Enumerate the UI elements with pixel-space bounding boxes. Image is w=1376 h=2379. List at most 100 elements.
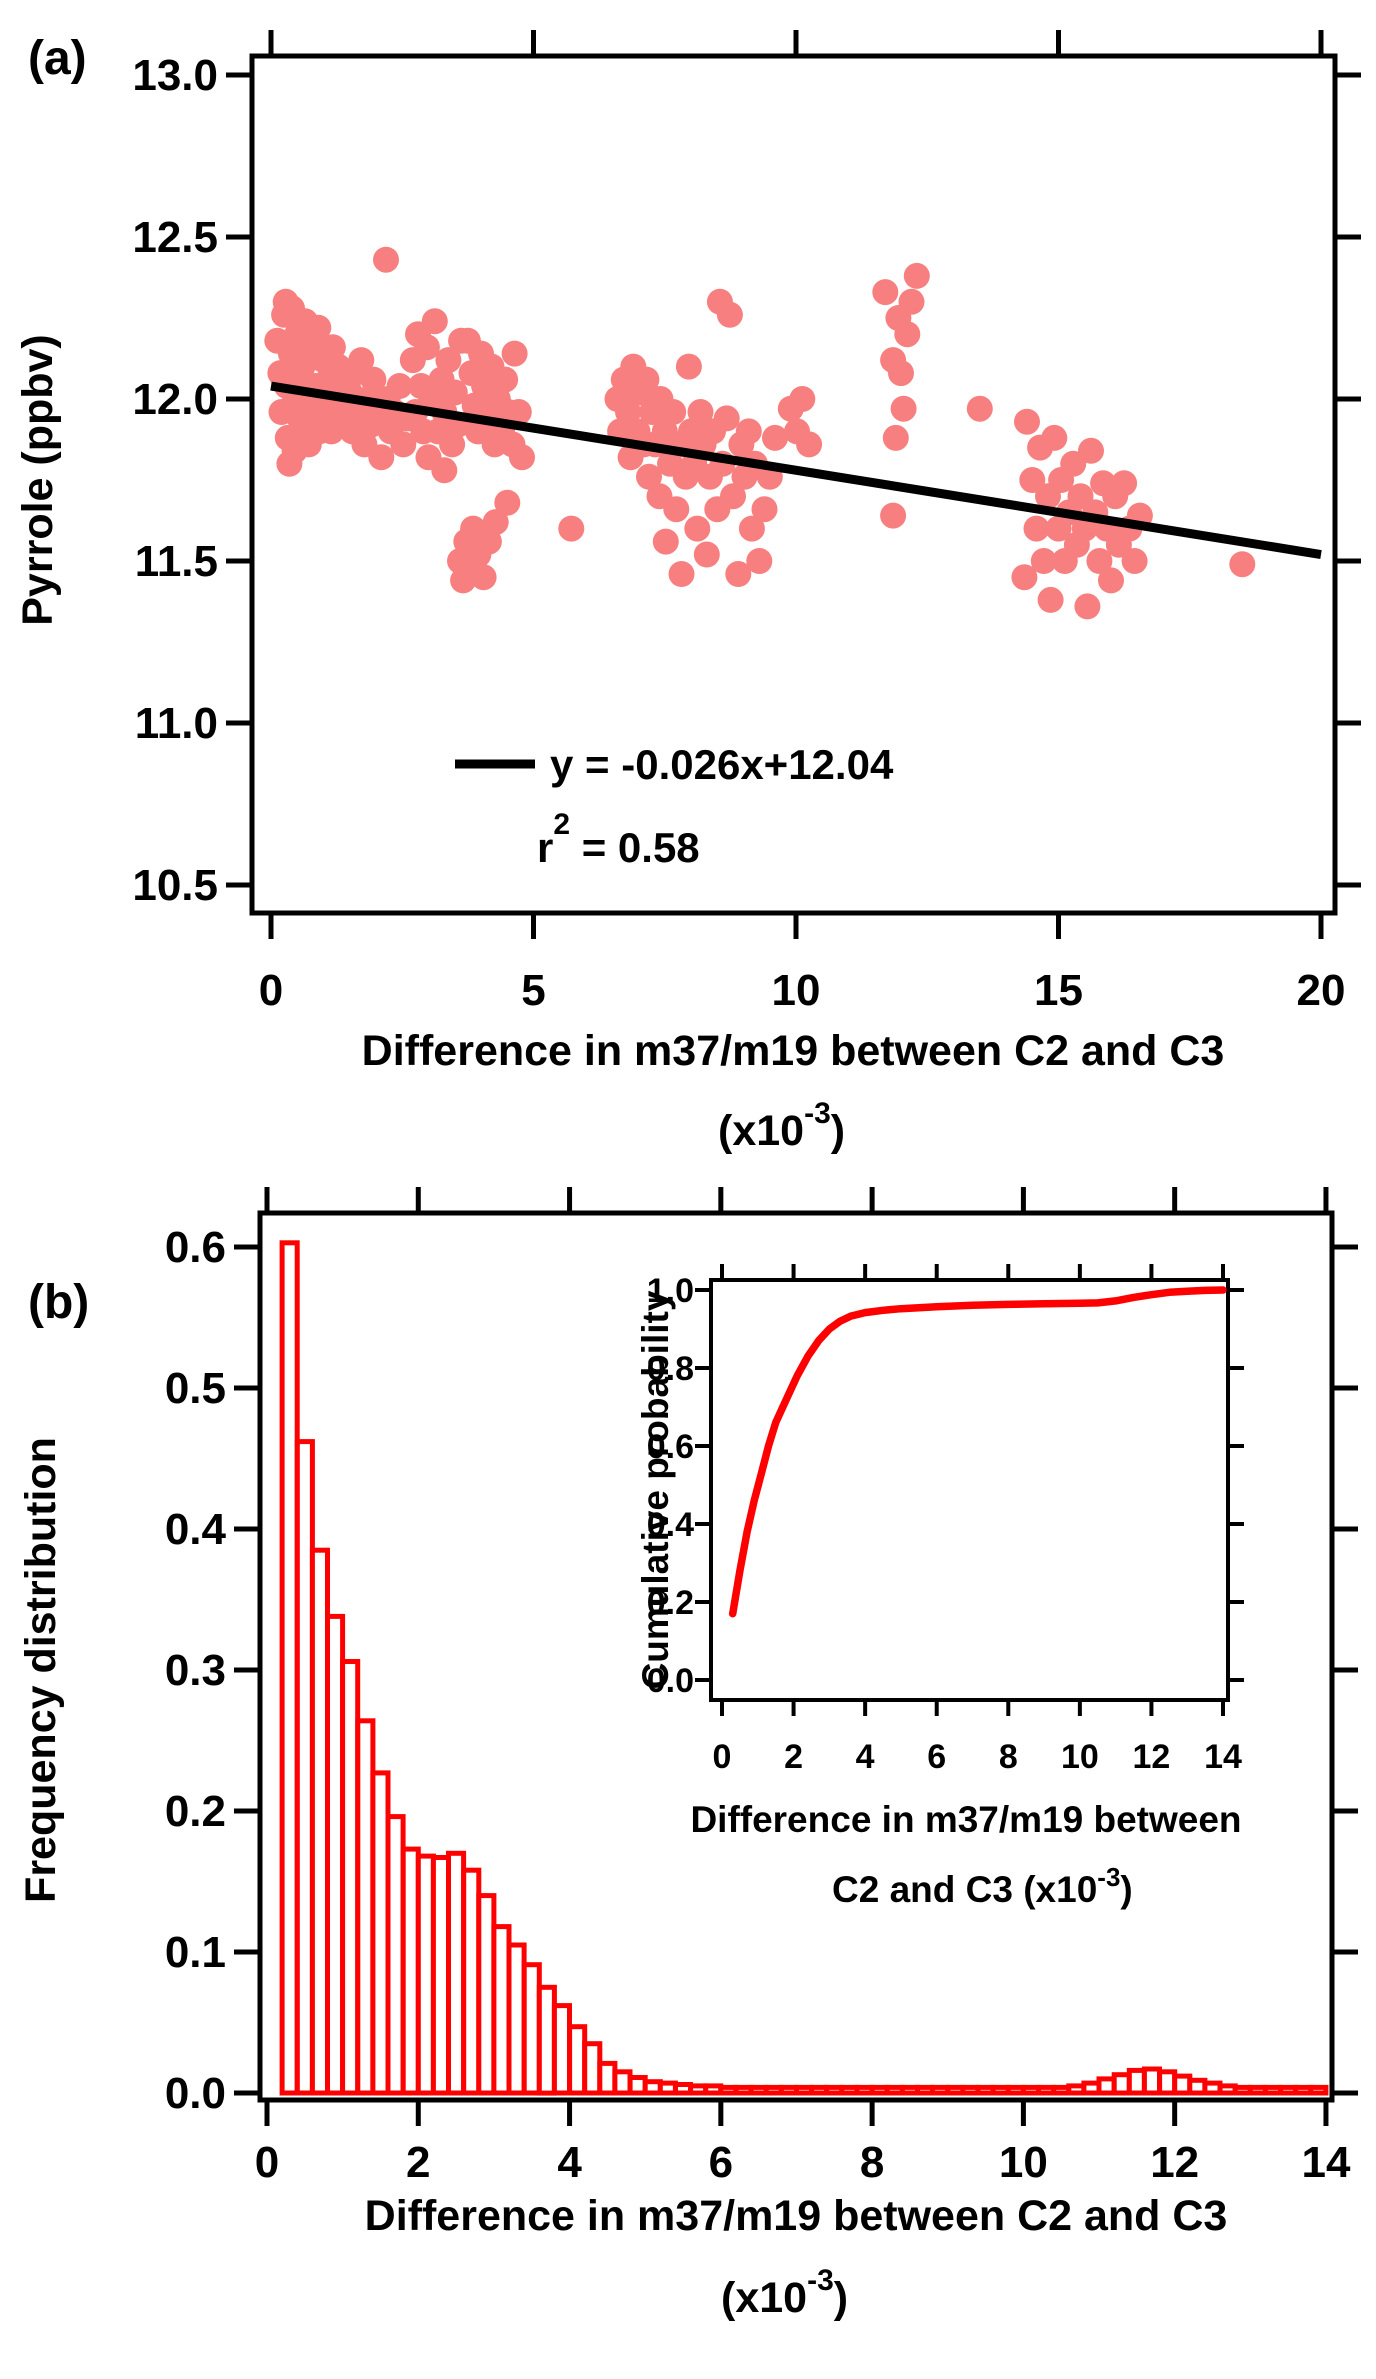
scatter-point — [762, 424, 788, 451]
scatter-point — [615, 399, 641, 425]
scatter-point — [633, 366, 660, 393]
inset-y-tick-label: 1.0 — [647, 1272, 694, 1310]
panel-a-x-tick-label: 20 — [1297, 966, 1346, 1015]
scatter-point — [305, 314, 332, 341]
panel-b-x-tick-label: 6 — [709, 2138, 733, 2187]
scatter-point — [509, 444, 535, 471]
scatter-point — [652, 528, 679, 555]
panel-b-tick-labels: 0 2 4 6 8 10 12 14 0.0 0.1 0.2 0.3 0.4 0.5 0.6 — [165, 1223, 1351, 2187]
scatter-point — [439, 431, 466, 458]
inset-y-tick-label: 0.2 — [647, 1584, 694, 1622]
scatter-point — [482, 509, 509, 536]
inset-x-tick-label: 0 — [713, 1738, 732, 1776]
inset-x-tick-label: 4 — [856, 1738, 875, 1776]
panel-a-tick-labels: 0 5 10 15 20 10.5 11.0 11.5 12.0 12.5 13.0 — [132, 51, 1345, 1015]
panel-b-y-tick-label: 0.3 — [165, 1646, 226, 1695]
panel-a-x-tick-label: 0 — [259, 966, 283, 1015]
scatter-point — [636, 463, 662, 490]
inset-y-tick-label: 0.6 — [647, 1428, 694, 1466]
panel-a-y-tick-label: 11.5 — [135, 537, 218, 586]
scatter-point — [276, 450, 303, 477]
scatter-point — [368, 444, 395, 471]
scatter-point — [693, 541, 720, 568]
inset-frame — [709, 1278, 1230, 1702]
panel-b-x-tick-label: 4 — [557, 2138, 582, 2187]
scatter-points — [264, 246, 1256, 620]
scatter-point — [898, 288, 925, 315]
scatter-point — [894, 321, 921, 348]
scatter-point — [720, 483, 746, 510]
panel-b-plot: 0 2 4 6 8 10 12 14 0.0 0.1 0.2 0.3 0.4 0.5 0.6 — [165, 1187, 1358, 2187]
scatter-point — [1019, 467, 1046, 493]
scatter-point — [882, 424, 909, 451]
scatter-point — [413, 334, 440, 361]
scatter-point — [360, 366, 387, 393]
scatter-point — [872, 279, 899, 306]
panel-b-frame — [257, 1210, 1335, 2103]
panel-a-plot: 0 5 10 15 20 10.5 11.0 11.5 12.0 12.5 13.0 — [132, 30, 1361, 1015]
scatter-point — [289, 353, 316, 380]
scatter-point — [386, 373, 413, 399]
panel-b-xlabel-exponent: (x10-3) — [721, 2264, 848, 2322]
panel-b-y-tick-label: 0.1 — [165, 1928, 226, 1977]
scatter-point — [431, 457, 458, 484]
panel-a-x-tick-label: 10 — [772, 966, 821, 1015]
scatter-point — [1060, 450, 1087, 477]
scatter-point — [660, 399, 687, 425]
panel-a-xlabel: Difference in m37/m19 between C2 and C3 — [362, 1027, 1225, 1075]
panel-b-x-tick-label: 2 — [406, 2138, 430, 2187]
inset-x-tick-label: 12 — [1133, 1738, 1171, 1776]
scatter-point — [421, 308, 448, 335]
scatter-point — [966, 395, 993, 422]
panel-b-y-tick-label: 0.2 — [165, 1787, 226, 1836]
scatter-point — [1086, 548, 1113, 574]
panel-b-y-tick-label: 0.4 — [165, 1505, 227, 1554]
panel-b-y-tick-label: 0.5 — [165, 1364, 226, 1413]
regression-line — [270, 381, 1322, 559]
scatter-point — [687, 399, 714, 425]
panel-b-x-tick-label: 12 — [1150, 2138, 1199, 2187]
panel-b-x-tick-label: 14 — [1301, 2138, 1350, 2187]
scatter-point — [663, 496, 690, 523]
panel-b-ticks — [234, 1187, 1358, 2126]
scatter-point — [751, 496, 778, 523]
scatter-point — [1111, 470, 1138, 497]
panel-a-ylabel: Pyrrole (ppbv) — [14, 334, 62, 626]
scatter-point — [1098, 567, 1124, 594]
scatter-point — [435, 347, 462, 374]
panel-b-label: (b) — [28, 1276, 89, 1329]
scatter-point — [1030, 548, 1057, 574]
scatter-point — [903, 262, 930, 289]
panel-b-inset-plot: 0 2 4 6 8 10 12 14 0.0 0.2 0.4 0.6 0.8 1.0 — [647, 1264, 1244, 1776]
inset-tick-labels: 0 2 4 6 8 10 12 14 0.0 0.2 0.4 0.6 0.8 1.0 — [647, 1272, 1242, 1776]
scatter-point — [492, 366, 519, 393]
histogram-bars — [279, 1240, 1329, 2096]
scatter-point — [1023, 515, 1050, 542]
scatter-point — [796, 431, 823, 458]
panel-a-label: (a) — [28, 32, 87, 85]
inset-x-tick-label: 10 — [1061, 1738, 1099, 1776]
inset-x-tick-label: 6 — [927, 1738, 946, 1776]
scatter-point — [738, 515, 765, 542]
panel-a-y-tick-label: 10.5 — [132, 861, 218, 910]
inset-ticks — [695, 1264, 1244, 1716]
scatter-point — [373, 246, 399, 273]
scatter-point — [1229, 551, 1256, 578]
panel-b-y-tick-label: 0.0 — [165, 2069, 226, 2118]
scatter-point — [505, 399, 532, 425]
scatter-point — [890, 395, 917, 422]
inset-y-tick-label: 0.0 — [647, 1662, 694, 1700]
panel-b-xlabel: Difference in m37/m19 between C2 and C3 — [365, 2192, 1228, 2240]
cdf-curve — [728, 1286, 1227, 1618]
panel-b-x-tick-label: 8 — [860, 2138, 884, 2187]
panel-b-ylabel: Frequency distribution — [17, 1437, 65, 1903]
scatter-point — [475, 528, 502, 555]
fit-equation-label: y = -0.026x+12.04 — [550, 741, 894, 788]
inset-xlabel-line2: C2 and C3 (x10-3) — [832, 1862, 1133, 1910]
panel-a-y-tick-label: 12.5 — [132, 213, 218, 262]
panel-a-x-tick-label: 5 — [521, 966, 545, 1015]
scatter-point — [1037, 586, 1064, 613]
scatter-point — [1074, 593, 1101, 620]
scatter-point — [713, 405, 740, 432]
